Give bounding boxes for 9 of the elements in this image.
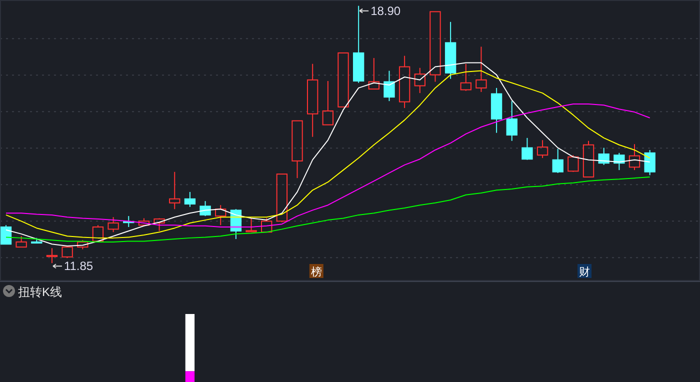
candlestick [46,248,58,264]
annotation: 18.90 [370,4,401,18]
candlestick [306,63,318,138]
annotation: 财 [579,266,590,278]
candlestick [490,87,502,134]
annotation: 榜 [310,266,322,278]
chart-title: 扭转K线 [18,285,62,299]
annotation: 11.85 [64,259,94,274]
candlestick [506,100,518,142]
